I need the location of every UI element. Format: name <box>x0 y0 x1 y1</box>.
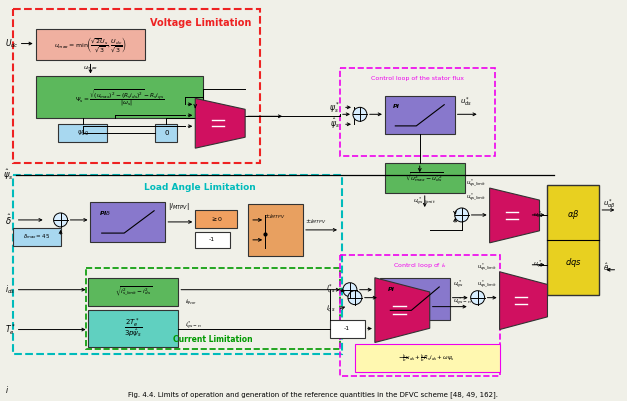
Text: $-\frac{k}{b}u_{ds}+\frac{k}{b}R_si_{ds}+\omega\psi_s$: $-\frac{k}{b}u_{ds}+\frac{k}{b}R_si_{ds}… <box>398 352 455 365</box>
Text: $u_{qs\_limit}^*$: $u_{qs\_limit}^*$ <box>477 279 497 290</box>
Text: $\sqrt{u_{max}^2-u_{ds}^{*2}}$: $\sqrt{u_{max}^2-u_{ds}^{*2}}$ <box>405 171 444 185</box>
Text: $u_{qs\_limit}^*$: $u_{qs\_limit}^*$ <box>413 196 436 207</box>
FancyBboxPatch shape <box>330 320 365 338</box>
Circle shape <box>343 283 357 297</box>
Text: $T_e^*$: $T_e^*$ <box>4 322 16 337</box>
Polygon shape <box>490 188 539 243</box>
FancyBboxPatch shape <box>385 96 455 134</box>
Text: $u_{max}$: $u_{max}$ <box>83 65 98 72</box>
Text: $i$: $i$ <box>4 384 9 395</box>
Text: $i_{ds}$: $i_{ds}$ <box>4 284 15 296</box>
Circle shape <box>471 291 485 305</box>
Text: $u_{ds}^*$: $u_{ds}^*$ <box>532 210 544 221</box>
FancyBboxPatch shape <box>355 344 500 373</box>
Text: $u_{qs}^*$: $u_{qs}^*$ <box>453 279 463 291</box>
Text: $\pm i_{MTPV}$: $\pm i_{MTPV}$ <box>265 213 286 221</box>
Text: $i_{\psi_{var}}$: $i_{\psi_{var}}$ <box>186 298 197 308</box>
Text: $u_{ds}^*$: $u_{ds}^*$ <box>460 96 472 109</box>
Text: $u_{qs-n}^*$: $u_{qs-n}^*$ <box>453 296 472 308</box>
Text: $i_{qs}^{*}$: $i_{qs}^{*}$ <box>327 282 336 297</box>
FancyBboxPatch shape <box>248 204 303 256</box>
Text: $U_{dc}$: $U_{dc}$ <box>4 37 19 50</box>
Text: $u_{max}=\min\!\left(\dfrac{\sqrt{2}U_s}{\sqrt{3}},\dfrac{U_{dc}}{\sqrt{3}}\righ: $u_{max}=\min\!\left(\dfrac{\sqrt{2}U_s}… <box>54 35 127 54</box>
Circle shape <box>455 208 468 222</box>
Text: PI$\delta$: PI$\delta$ <box>100 209 112 217</box>
Circle shape <box>53 213 68 227</box>
Bar <box>340 69 495 156</box>
Polygon shape <box>500 272 547 330</box>
FancyBboxPatch shape <box>155 124 177 142</box>
Text: $dqs$: $dqs$ <box>565 256 582 269</box>
Text: -1: -1 <box>209 237 215 242</box>
Text: $u_{qs}^*$: $u_{qs}^*$ <box>532 259 544 271</box>
Text: 0: 0 <box>164 130 169 136</box>
Text: $\pm i_{MTPV}$: $\pm i_{MTPV}$ <box>305 217 326 227</box>
Text: $\delta_{max}=45$: $\delta_{max}=45$ <box>23 233 50 241</box>
Text: $\psi_{s0}$: $\psi_{s0}$ <box>76 129 88 138</box>
FancyBboxPatch shape <box>380 278 450 320</box>
Text: $u_{\alpha\beta}^*$: $u_{\alpha\beta}^*$ <box>603 198 616 212</box>
Text: Fig. 4.4. Limits of operation and generation of the reference quantities in the : Fig. 4.4. Limits of operation and genera… <box>128 391 498 398</box>
Text: $\sqrt{i_{s\_limit}^2-i_{ds}^2}$: $\sqrt{i_{s\_limit}^2-i_{ds}^2}$ <box>115 285 152 298</box>
Text: $\alpha\beta$: $\alpha\beta$ <box>567 209 580 221</box>
Text: $\hat{\psi}_s$: $\hat{\psi}_s$ <box>3 168 13 182</box>
Circle shape <box>348 291 362 305</box>
Text: $\dfrac{2T_e^*}{3p\hat{\psi}_s}$: $\dfrac{2T_e^*}{3p\hat{\psi}_s}$ <box>124 317 142 340</box>
Bar <box>13 175 342 354</box>
Text: Load Angle Limitation: Load Angle Limitation <box>144 182 256 192</box>
Bar <box>340 255 500 377</box>
Polygon shape <box>195 98 245 148</box>
Text: PI: PI <box>388 287 395 292</box>
Bar <box>85 268 340 350</box>
FancyBboxPatch shape <box>195 232 230 248</box>
FancyBboxPatch shape <box>88 278 178 306</box>
Polygon shape <box>375 278 429 342</box>
FancyBboxPatch shape <box>195 210 237 228</box>
FancyBboxPatch shape <box>36 77 203 118</box>
Text: $u_{qs\_limit}^*$: $u_{qs\_limit}^*$ <box>477 262 497 273</box>
Text: $\hat{\theta}_s$: $\hat{\theta}_s$ <box>603 261 612 274</box>
Text: Current Limitation: Current Limitation <box>174 335 253 344</box>
FancyBboxPatch shape <box>88 310 178 348</box>
Text: -1: -1 <box>344 326 350 331</box>
Bar <box>13 9 260 163</box>
FancyBboxPatch shape <box>90 202 166 242</box>
FancyBboxPatch shape <box>385 163 465 193</box>
Circle shape <box>353 107 367 121</box>
Text: $\Psi_s=\dfrac{\sqrt{(u_{max})^2-(R_si_{ds})^2}-R_si_{qs}}{|\omega_s|}$: $\Psi_s=\dfrac{\sqrt{(u_{max})^2-(R_si_{… <box>75 87 164 108</box>
Text: Control loop of the stator flux: Control loop of the stator flux <box>371 76 464 81</box>
FancyBboxPatch shape <box>13 228 61 246</box>
Text: $i_{qs}$: $i_{qs}$ <box>327 304 336 315</box>
Text: $i_{qs-n}^*$: $i_{qs-n}^*$ <box>186 320 202 332</box>
Text: $\hat{\psi}_s$: $\hat{\psi}_s$ <box>330 117 340 132</box>
Text: $|i_{MTPV}|$: $|i_{MTPV}|$ <box>168 201 190 213</box>
Text: $\geq 0$: $\geq 0$ <box>209 215 223 223</box>
Text: PI: PI <box>393 105 400 109</box>
FancyBboxPatch shape <box>58 124 107 142</box>
Text: Voltage Limitation: Voltage Limitation <box>150 18 251 28</box>
FancyBboxPatch shape <box>36 28 145 61</box>
Text: Control loop of $i_s$: Control loop of $i_s$ <box>393 261 447 270</box>
Text: $u_{qs\_limit}^*$: $u_{qs\_limit}^*$ <box>466 191 487 203</box>
Text: $\psi_s^*$: $\psi_s^*$ <box>329 100 340 115</box>
Text: $u_{qs\_limit}^*$: $u_{qs\_limit}^*$ <box>466 177 487 189</box>
FancyBboxPatch shape <box>547 185 599 295</box>
Text: $\hat{\delta}$: $\hat{\delta}$ <box>4 213 11 227</box>
